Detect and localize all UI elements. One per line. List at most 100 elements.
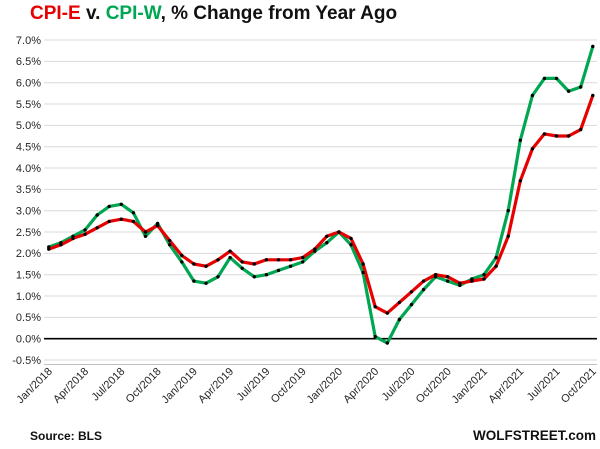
y-tick-label: 3.5% <box>16 184 41 196</box>
y-tick-label: 4.0% <box>16 163 41 175</box>
data-point-marker <box>180 260 184 264</box>
data-point-marker <box>325 234 329 238</box>
data-point-marker <box>264 273 269 277</box>
y-tick-label: 5.5% <box>16 99 41 111</box>
x-tick-label: Oct/2020 <box>414 366 454 406</box>
cpi-w-line <box>47 44 595 345</box>
data-point-marker <box>530 93 535 98</box>
data-point-marker <box>228 249 232 253</box>
x-tick-label: Oct/2018 <box>124 366 164 406</box>
series-b-label: CPI-W <box>105 3 161 24</box>
data-point-marker <box>494 264 498 268</box>
y-tick-label: 2.5% <box>16 227 41 239</box>
data-point-marker <box>506 209 510 213</box>
cpi-e-line <box>47 93 595 315</box>
data-point-marker <box>216 258 220 262</box>
x-tick-label: Apr/2019 <box>196 366 236 406</box>
x-tick-label: Oct/2021 <box>559 366 599 406</box>
site-watermark: WOLFSTREET.com <box>472 428 596 443</box>
data-point-marker <box>385 311 389 315</box>
data-point-marker <box>83 232 87 236</box>
data-point-marker <box>421 287 426 292</box>
data-point-marker <box>591 44 595 49</box>
title-separator: v. <box>80 3 106 24</box>
y-tick-label: 0.5% <box>16 312 41 324</box>
data-point-marker <box>349 243 353 247</box>
x-tick-label: Jan/2019 <box>159 366 199 406</box>
data-point-marker <box>168 243 172 247</box>
data-point-marker <box>518 179 522 183</box>
data-point-marker <box>155 221 160 226</box>
data-point-marker <box>518 138 522 142</box>
data-point-marker <box>433 275 438 279</box>
x-tick-label: Apr/2020 <box>341 366 381 406</box>
data-point-marker <box>458 283 462 288</box>
data-point-marker <box>579 127 583 132</box>
title-suffix: , % Change from Year Ago <box>160 3 398 24</box>
data-point-marker <box>71 234 75 238</box>
data-point-marker <box>361 270 365 275</box>
data-point-marker <box>47 245 51 249</box>
data-point-marker <box>180 253 184 258</box>
data-point-marker <box>301 260 305 264</box>
data-point-marker <box>216 275 220 279</box>
data-point-marker <box>131 219 136 224</box>
x-tick-label: Jul/2020 <box>380 366 418 404</box>
data-point-marker <box>276 258 281 262</box>
data-point-marker <box>252 262 256 266</box>
data-point-marker <box>554 134 559 138</box>
x-tick-label: Jan/2020 <box>305 366 345 406</box>
data-point-marker <box>579 85 583 89</box>
data-point-marker <box>373 305 377 309</box>
data-point-marker <box>288 258 293 262</box>
data-point-marker <box>361 262 365 266</box>
data-point-marker <box>204 264 208 268</box>
data-point-marker <box>264 258 269 262</box>
y-tick-label: 3.0% <box>16 205 41 217</box>
chart-title: CPI-E v. CPI-W, % Change from Year Ago <box>30 3 590 25</box>
y-tick-label: 2.0% <box>16 248 41 260</box>
data-point-marker <box>506 234 510 238</box>
data-point-marker <box>554 76 559 81</box>
data-point-marker <box>240 260 244 264</box>
data-point-marker <box>192 279 196 283</box>
data-point-marker <box>397 300 402 305</box>
data-point-marker <box>252 275 256 279</box>
data-point-marker <box>131 211 136 215</box>
y-tick-label: 4.5% <box>16 141 41 153</box>
data-point-marker <box>373 334 377 339</box>
data-point-marker <box>591 93 595 98</box>
data-point-marker <box>470 277 474 281</box>
data-point-marker <box>482 277 486 281</box>
data-point-marker <box>566 89 571 93</box>
data-point-marker <box>409 290 414 294</box>
data-point-marker <box>143 234 148 238</box>
data-point-marker <box>349 236 353 241</box>
series-a-label: CPI-E <box>30 3 81 24</box>
x-tick-label: Apr/2018 <box>51 366 91 406</box>
data-point-marker <box>446 275 450 279</box>
y-tick-label: 1.0% <box>16 291 41 303</box>
data-point-marker <box>446 279 450 283</box>
data-point-marker <box>59 241 63 245</box>
data-point-marker <box>107 204 111 209</box>
data-point-marker <box>397 317 402 322</box>
data-point-marker <box>409 302 414 307</box>
data-point-marker <box>119 202 124 206</box>
data-point-marker <box>421 279 426 283</box>
y-tick-label: 1.5% <box>16 269 41 281</box>
y-tick-label: 5.0% <box>16 120 41 132</box>
data-point-marker <box>494 255 498 260</box>
data-point-marker <box>542 132 547 136</box>
data-point-marker <box>95 213 99 217</box>
data-point-marker <box>119 217 124 221</box>
data-point-marker <box>385 341 389 345</box>
data-point-marker <box>107 219 111 224</box>
data-point-marker <box>482 273 486 277</box>
data-point-marker <box>168 238 172 243</box>
data-point-marker <box>276 268 281 273</box>
data-point-marker <box>204 281 208 285</box>
x-tick-label: Oct/2019 <box>269 366 309 406</box>
data-point-marker <box>325 241 329 245</box>
